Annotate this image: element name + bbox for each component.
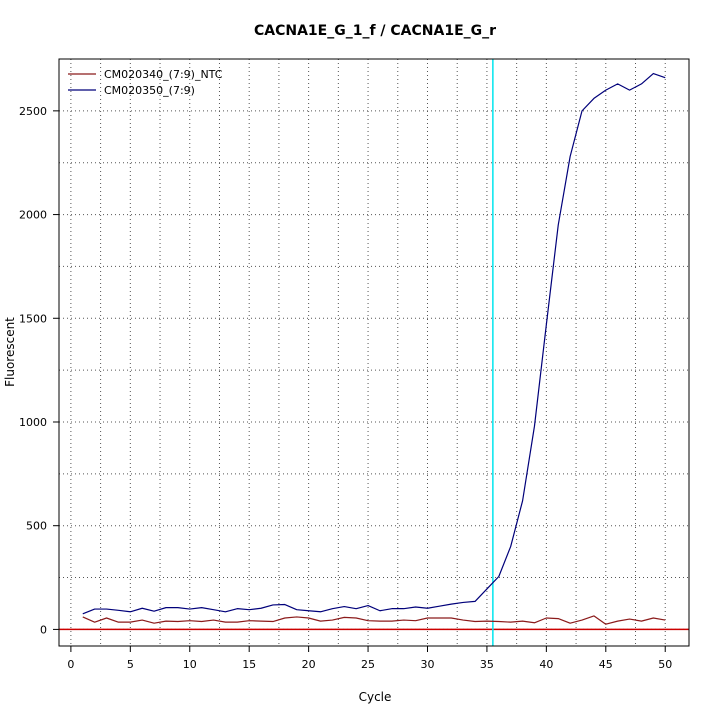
x-tick-label: 20 [302,658,316,671]
x-tick-label: 10 [183,658,197,671]
grid-lines [59,58,689,646]
y-tick-label: 2500 [19,105,47,118]
y-tick-label: 1000 [19,416,47,429]
x-tick-label: 15 [242,658,256,671]
series-line-2 [82,72,666,615]
x-tick-label: 30 [420,658,434,671]
x-tick-label: 35 [480,658,494,671]
y-tick-label: 2000 [19,209,47,222]
chart-title: CACNA1E_G_1_f / CACNA1E_G_r [254,23,496,39]
data-series [82,72,666,625]
y-axis-label: Fluorescent [3,317,17,387]
x-tick-label: 40 [539,658,553,671]
reference-lines [59,59,689,646]
y-tick-label: 0 [40,623,47,636]
y-tick-label: 500 [26,520,47,533]
x-axis-label: Cycle [359,690,392,704]
x-tick-label: 45 [599,658,613,671]
y-tick-label: 1500 [19,312,47,325]
legend: CM020340_(7:9)_NTC CM020350_(7:9) [68,68,223,97]
x-tick-label: 5 [127,658,134,671]
series-line-1 [82,615,666,625]
x-tick-label: 25 [361,658,375,671]
y-axis: 0 500 1000 1500 2000 2500 [19,105,60,636]
legend-label: CM020350_(7:9) [104,84,195,97]
legend-label: CM020340_(7:9)_NTC [104,68,223,81]
x-tick-label: 0 [67,658,74,671]
x-tick-label: 50 [658,658,672,671]
x-axis: 0 5 10 15 20 25 30 35 40 45 50 [67,645,672,671]
